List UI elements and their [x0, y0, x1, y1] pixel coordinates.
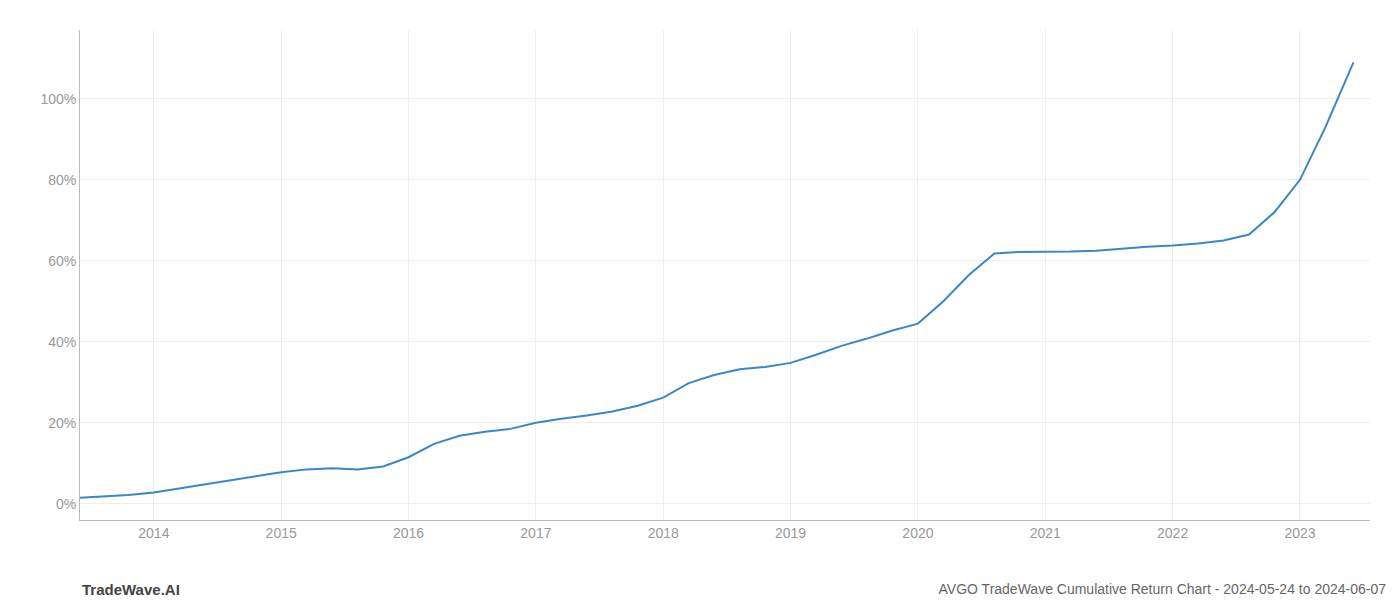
- svg-text:2022: 2022: [1157, 525, 1188, 541]
- svg-text:20%: 20%: [48, 415, 76, 431]
- svg-text:2019: 2019: [775, 525, 806, 541]
- svg-text:TradeWave.AI: TradeWave.AI: [82, 581, 180, 598]
- svg-text:2014: 2014: [138, 525, 169, 541]
- svg-text:0%: 0%: [56, 496, 76, 512]
- svg-text:60%: 60%: [48, 253, 76, 269]
- svg-text:2017: 2017: [520, 525, 551, 541]
- svg-text:2021: 2021: [1030, 525, 1061, 541]
- svg-text:2023: 2023: [1284, 525, 1315, 541]
- svg-text:40%: 40%: [48, 334, 76, 350]
- svg-text:2015: 2015: [266, 525, 297, 541]
- svg-text:100%: 100%: [40, 91, 76, 107]
- svg-text:2016: 2016: [393, 525, 424, 541]
- svg-text:2020: 2020: [902, 525, 933, 541]
- svg-text:80%: 80%: [48, 172, 76, 188]
- svg-text:AVGO TradeWave Cumulative Retu: AVGO TradeWave Cumulative Return Chart -…: [939, 581, 1387, 597]
- svg-text:2018: 2018: [648, 525, 679, 541]
